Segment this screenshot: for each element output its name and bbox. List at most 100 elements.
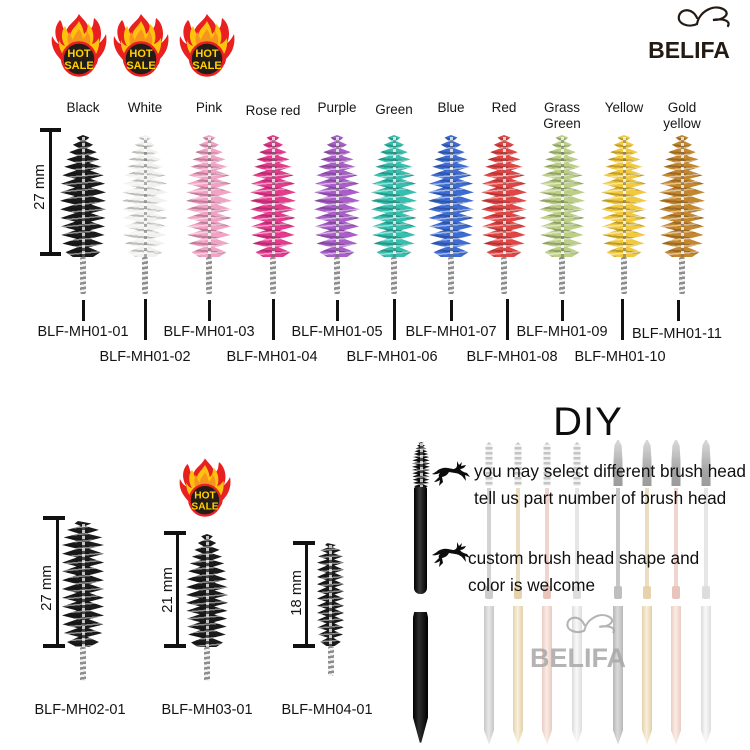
brush-image-yellow (601, 135, 647, 294)
hot-sale-badge: HOT SALE (179, 13, 235, 77)
brush-image-purple (314, 135, 360, 294)
watermark-text: BELIFA (529, 643, 626, 673)
tapered-brush-head (671, 440, 681, 486)
badge-text-hot: HOT (67, 48, 91, 60)
deer-icon (432, 461, 470, 486)
svg-text:HOT: HOT (194, 490, 216, 501)
color-label: Black (66, 100, 100, 115)
callout-tick (393, 299, 396, 340)
hot-sale-badge: HOT SALE (113, 13, 169, 77)
color-label: Purple (317, 100, 357, 115)
brush-image-mh03 (186, 534, 228, 681)
mascara-wand (670, 440, 682, 750)
part-number: BLF-MH01-01 (37, 324, 129, 340)
watermark-logo: BELIFA (518, 610, 638, 674)
part-number: BLF-MH01-07 (405, 324, 497, 340)
callout-tick (144, 299, 147, 340)
ruler-label: 27 mm (31, 164, 48, 210)
part-number: BLF-MH01-03 (163, 324, 255, 340)
diy-bullet-text: you may select different brush head (474, 461, 746, 481)
part-number: BLF-MH01-09 (516, 324, 608, 340)
brush-image-blue (428, 135, 474, 294)
brush-image-grass-green (539, 135, 585, 294)
color-label: White (127, 100, 163, 115)
svg-text:SALE: SALE (126, 60, 155, 72)
ruler-label: 18 mm (288, 570, 305, 616)
ruler-cap-top (164, 531, 186, 535)
butterfly-icon (677, 6, 730, 28)
diy-title: DIY (553, 400, 623, 444)
spiral-brush-head (543, 442, 551, 486)
svg-text:SALE: SALE (191, 502, 218, 513)
hot-sale-badge: HOT SALE (51, 13, 107, 77)
callout-tick (208, 300, 211, 321)
mascara-wand (541, 440, 553, 750)
svg-text:HOT: HOT (129, 48, 153, 60)
black-wand-upper-shaft (414, 487, 427, 594)
brush-image-black (60, 135, 106, 294)
tapered-brush-head (701, 440, 711, 486)
brush-image-pink (186, 135, 232, 294)
ruler-cap-bottom (293, 644, 315, 648)
ruler-cap-top (43, 516, 65, 520)
diy-bullet-text: custom brush head shape and (468, 548, 700, 568)
brand-logo-text: BELIFA (648, 37, 730, 63)
ruler-line (176, 531, 179, 647)
callout-tick (506, 299, 509, 340)
part-number: BLF-MH04-01 (281, 702, 373, 718)
part-number: BLF-MH01-10 (574, 349, 666, 365)
mascara-wand (483, 440, 495, 750)
mascara-wand (612, 440, 624, 750)
ruler-line (56, 516, 59, 647)
black-wand-lower-handle (413, 612, 428, 743)
callout-tick (450, 300, 453, 321)
color-label: Grass Green (543, 100, 581, 131)
ruler-cap-bottom (164, 644, 186, 648)
brush-image-gold-yellow (659, 135, 705, 294)
mascara-wand (700, 440, 712, 750)
part-number: BLF-MH02-01 (34, 702, 126, 718)
ruler-line (49, 128, 52, 255)
part-number: BLF-MH01-02 (99, 349, 191, 365)
hot-sale-badge: HOT SALE (179, 457, 231, 517)
tapered-brush-head (642, 440, 652, 486)
callout-tick (272, 299, 275, 340)
deer-icon (432, 542, 470, 567)
ruler-label: 21 mm (159, 567, 176, 613)
tapered-brush-head (613, 440, 623, 486)
brush-stem (80, 257, 86, 294)
svg-text:SALE: SALE (192, 60, 221, 72)
part-number: BLF-MH01-04 (226, 349, 318, 365)
color-label: Pink (195, 100, 223, 115)
diy-bullet-text: tell us part number of brush head (474, 488, 727, 508)
brush-image-white (122, 135, 168, 294)
color-label: Yellow (604, 100, 644, 115)
part-number: BLF-MH03-01 (161, 702, 253, 718)
part-number: BLF-MH01-08 (466, 349, 558, 365)
ruler-cap-bottom (43, 644, 65, 648)
black-wand-brush-head (412, 442, 430, 488)
ruler-cap-bottom (40, 252, 61, 256)
color-label: Blue (437, 100, 465, 115)
brush-image-green (371, 135, 417, 294)
part-number: BLF-MH01-06 (346, 349, 438, 365)
brush-image-rose-red (250, 135, 296, 294)
brand-logo: BELIFA (634, 2, 744, 64)
spiral-brush-head (485, 442, 493, 486)
svg-text:HOT: HOT (195, 48, 219, 60)
ruler-label: 27 mm (38, 565, 55, 611)
mascara-wand (512, 440, 524, 750)
brush-image-mh02 (62, 521, 104, 681)
color-label: Rose red (245, 103, 301, 118)
callout-tick (82, 300, 85, 321)
callout-tick (677, 300, 680, 321)
ruler-line (305, 541, 308, 647)
color-label: Green (375, 102, 413, 117)
mascara-wand (571, 440, 583, 750)
part-number: BLF-MH01-11 (632, 326, 722, 342)
butterfly-icon (566, 614, 615, 634)
callout-tick (621, 299, 624, 340)
color-label: Red (491, 100, 517, 115)
spiral-brush-head (514, 442, 522, 486)
